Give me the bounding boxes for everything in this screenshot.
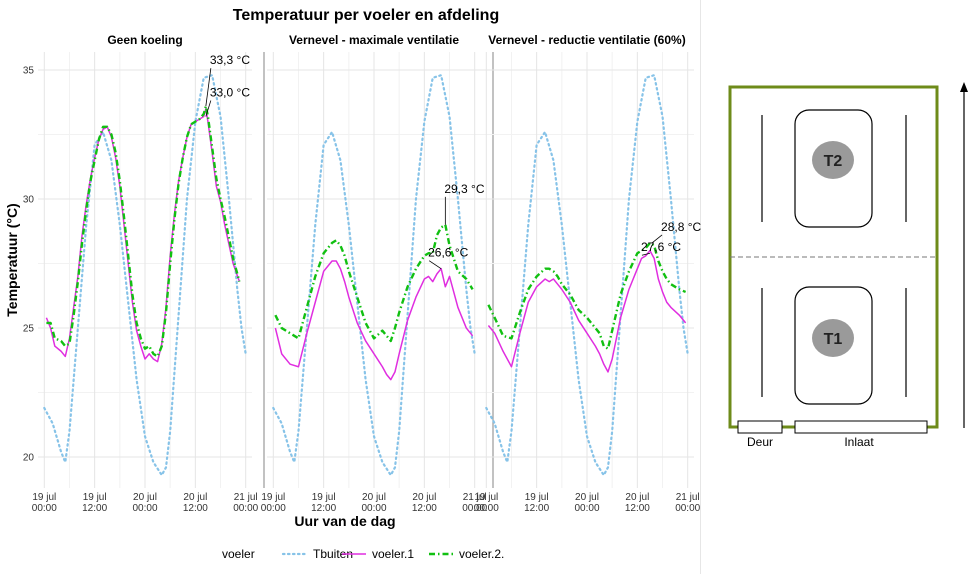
series-line-voeler2 bbox=[487, 241, 687, 350]
x-tick-label: 20 jul 00:00 bbox=[132, 492, 157, 514]
x-tick-label: 21 jul 00:00 bbox=[462, 492, 487, 514]
series-line-tbuiten bbox=[272, 73, 476, 478]
legend-title: voeler bbox=[222, 547, 255, 561]
chart-panels: 19 jul 00:00 19 jul 12:00 20 jul 00:00 20 jul 1… bbox=[23, 33, 702, 514]
panel-1: 19 jul 00:00 19 jul 12:00 20 jul 00:00 20 jul 1… bbox=[32, 33, 265, 514]
legend: voeler Tbuiten voeler.1 voeler.2. bbox=[222, 547, 504, 561]
panel-3: 19 jul 00:00 19 jul 12:00 20 jul 00:00 20 jul 1… bbox=[474, 33, 702, 514]
panel-title: Geen koeling bbox=[107, 33, 182, 47]
panel-title: Vernevel - maximale ventilatie bbox=[289, 33, 459, 47]
x-tick-label: 19 jul 12:00 bbox=[311, 492, 336, 514]
chart-title: Temperatuur per voeler en afdeling bbox=[233, 7, 499, 24]
annotation-leader bbox=[205, 100, 212, 117]
x-tick-label: 20 jul 12:00 bbox=[625, 492, 650, 514]
series-line-voeler1 bbox=[487, 249, 687, 373]
y-tick-label: 35 bbox=[23, 66, 35, 77]
x-tick-label: 20 jul 12:00 bbox=[412, 492, 437, 514]
panel-2: 19 jul 00:00 19 jul 12:00 20 jul 00:00 20 jul 1… bbox=[261, 33, 494, 514]
annotation-leader bbox=[205, 68, 212, 107]
floorplan-door bbox=[737, 420, 783, 434]
series-line-voeler1 bbox=[45, 108, 241, 363]
door-label: Deur bbox=[747, 435, 773, 449]
legend-entry: Tbuiten bbox=[313, 547, 353, 561]
x-tick-label: 19 jul 00:00 bbox=[261, 492, 286, 514]
floorplan-bench bbox=[794, 286, 873, 405]
annotation-label: 33,0 °C bbox=[210, 85, 250, 99]
annotation-leader bbox=[641, 252, 651, 256]
x-tick-label: 19 jul 00:00 bbox=[474, 492, 499, 514]
x-tick-label: 21 jul 00:00 bbox=[233, 492, 258, 514]
y-tick-label: 25 bbox=[23, 324, 35, 335]
series-line-tbuiten bbox=[43, 73, 247, 478]
floorplan-inlet bbox=[794, 420, 928, 434]
annotation-label: 28,8 °C bbox=[661, 220, 701, 234]
sensor-label: T2 bbox=[824, 153, 843, 170]
x-tick-label: 20 jul 00:00 bbox=[574, 492, 599, 514]
annotation-label: 29,3 °C bbox=[444, 182, 484, 196]
legend-entry: voeler.2. bbox=[459, 547, 504, 561]
annotation-leader bbox=[428, 260, 442, 270]
inlet-label: Inlaat bbox=[844, 435, 874, 449]
direction-arrow-head bbox=[960, 82, 968, 92]
series-line-voeler2 bbox=[46, 104, 241, 358]
x-axis-title: Uur van de dag bbox=[294, 513, 395, 529]
x-tick-label: 20 jul 00:00 bbox=[361, 492, 386, 514]
annotation-label: 26,6 °C bbox=[428, 246, 468, 260]
y-axis-title-group: Temperatuur (°C) bbox=[4, 203, 20, 316]
legend-entry: voeler.1 bbox=[372, 547, 414, 561]
annotation-label: 27,6 °C bbox=[641, 240, 681, 254]
y-tick-label: 30 bbox=[23, 195, 35, 206]
y-tick-label: 20 bbox=[23, 453, 35, 464]
x-tick-label: 19 jul 00:00 bbox=[32, 492, 57, 514]
x-tick-label: 20 jul 12:00 bbox=[183, 492, 208, 514]
y-tick-labels: 20 25 30 35 bbox=[23, 66, 35, 464]
annotation-leader bbox=[651, 234, 663, 244]
x-axis-title-group: Uur van de dag bbox=[294, 513, 395, 529]
sensor-marker bbox=[812, 141, 854, 179]
annotation-label: 33,3 °C bbox=[210, 53, 250, 67]
x-tick-label: 21 jul 00:00 bbox=[675, 492, 700, 514]
y-axis-title: Temperatuur (°C) bbox=[4, 203, 20, 316]
section-divider bbox=[700, 0, 701, 574]
series-line-tbuiten bbox=[485, 73, 689, 478]
floorplan-bench bbox=[794, 109, 873, 228]
panel-title: Vernevel - reductie ventilatie (60%) bbox=[488, 33, 685, 47]
series-line-voeler1 bbox=[274, 260, 474, 381]
sensor-marker bbox=[812, 319, 854, 357]
x-tick-label: 19 jul 12:00 bbox=[524, 492, 549, 514]
floorplan: T2 T1 Deur Inlaat bbox=[728, 82, 968, 449]
sensor-label: T1 bbox=[824, 331, 843, 348]
x-tick-label: 19 jul 12:00 bbox=[82, 492, 107, 514]
